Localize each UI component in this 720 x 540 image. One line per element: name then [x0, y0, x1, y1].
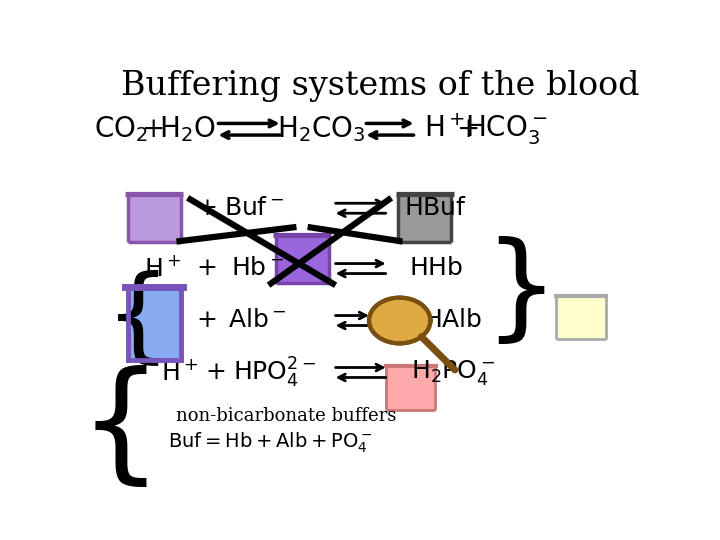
Bar — [398, 194, 451, 241]
Text: +: + — [197, 309, 217, 332]
Text: $\mathrm{HBuf}$: $\mathrm{HBuf}$ — [405, 197, 467, 220]
Text: $\mathrm{Alb^-}$: $\mathrm{Alb^-}$ — [228, 309, 287, 332]
Text: $\mathrm{HPO_4^{2-}}$: $\mathrm{HPO_4^{2-}}$ — [233, 355, 316, 389]
Text: non-bicarbonate buffers: non-bicarbonate buffers — [176, 407, 397, 425]
Bar — [276, 235, 328, 283]
Text: $\{$: $\{$ — [104, 269, 159, 372]
Bar — [387, 366, 436, 410]
Text: $\mathrm{Buf^-}$: $\mathrm{Buf^-}$ — [225, 197, 284, 220]
Text: $\mathrm{HHb}$: $\mathrm{HHb}$ — [409, 257, 463, 280]
Bar — [557, 295, 606, 339]
Text: $\mathrm{H^+}$: $\mathrm{H^+}$ — [161, 360, 198, 385]
Text: +: + — [197, 257, 217, 280]
Bar — [127, 194, 181, 241]
Text: $\{$: $\{$ — [78, 364, 147, 493]
Circle shape — [369, 298, 431, 343]
Text: +: + — [143, 116, 166, 143]
Text: $\mathrm{HCO_3^-}$: $\mathrm{HCO_3^-}$ — [464, 113, 547, 146]
Bar — [127, 287, 181, 360]
Text: $\mathrm{CO_2}$: $\mathrm{CO_2}$ — [94, 114, 148, 144]
Text: $\}$: $\}$ — [483, 236, 545, 351]
Text: +: + — [456, 116, 480, 143]
Text: $\mathrm{Buf = Hb + Alb + PO_4^-}$: $\mathrm{Buf = Hb + Alb + PO_4^-}$ — [168, 431, 373, 455]
Text: $\mathrm{HAlb}$: $\mathrm{HAlb}$ — [423, 309, 482, 332]
Text: $\mathrm{H^+}$: $\mathrm{H^+}$ — [144, 256, 181, 281]
Text: $\mathrm{H_2CO_3}$: $\mathrm{H_2CO_3}$ — [277, 114, 366, 144]
Text: Buffering systems of the blood: Buffering systems of the blood — [121, 70, 639, 102]
Text: $\mathrm{H^+}$: $\mathrm{H^+}$ — [423, 116, 465, 143]
Text: $\mathrm{H_2PO_4^-}$: $\mathrm{H_2PO_4^-}$ — [410, 358, 495, 387]
Text: $\mathrm{H_2O}$: $\mathrm{H_2O}$ — [159, 114, 216, 144]
Text: $\mathrm{Hb^-}$: $\mathrm{Hb^-}$ — [231, 257, 284, 280]
Text: +: + — [197, 197, 217, 220]
Text: +: + — [205, 361, 226, 384]
